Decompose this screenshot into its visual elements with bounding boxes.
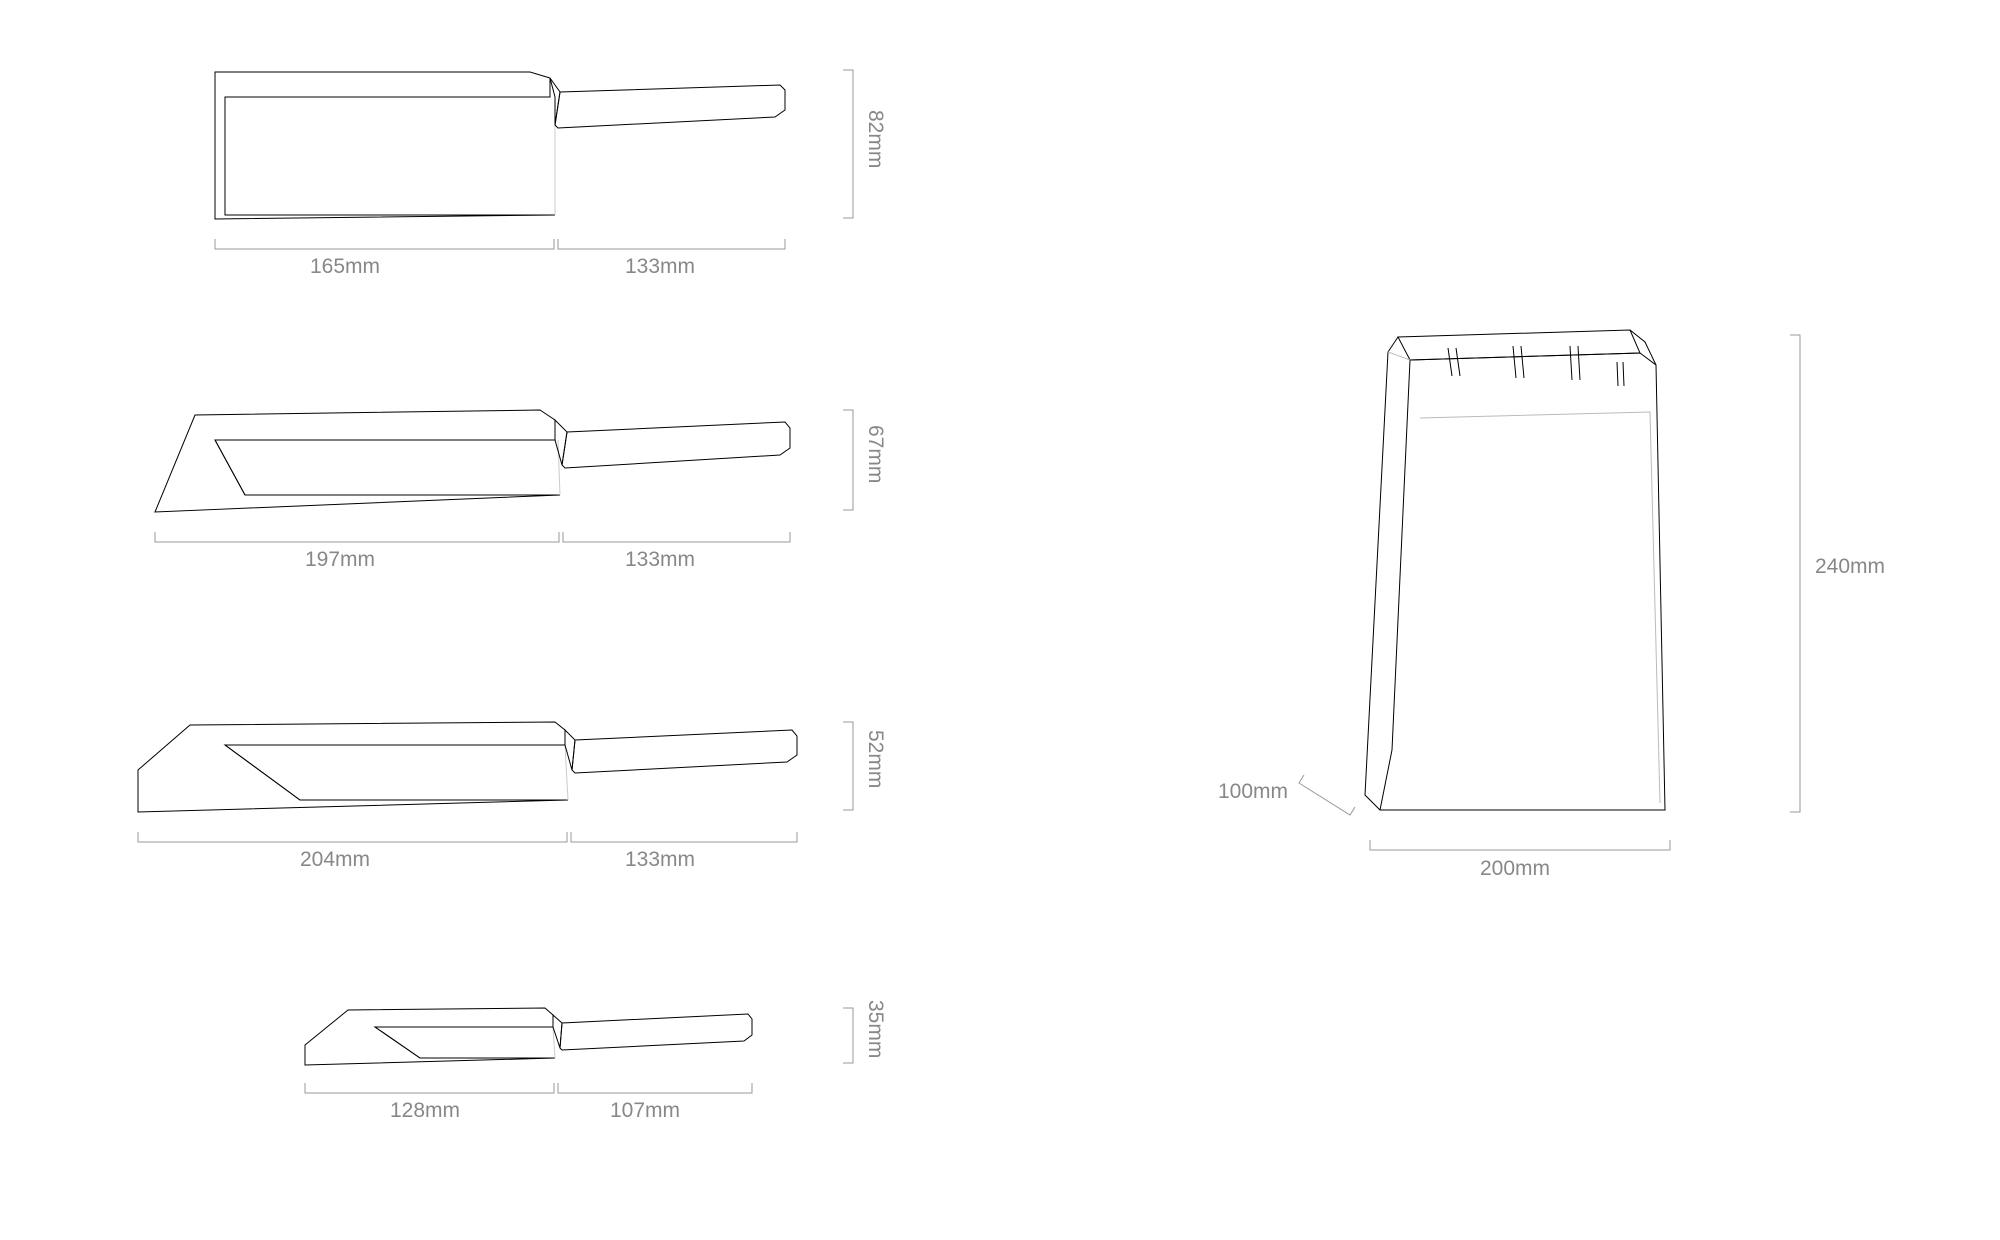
knife-block (1365, 330, 1665, 810)
cleaver-blade-label: 165mm (310, 255, 380, 279)
knife-slicer (155, 410, 790, 512)
slicer-height-label: 67mm (863, 425, 887, 483)
utility-blade-label: 128mm (390, 1099, 460, 1123)
block-depth-label: 100mm (1218, 780, 1288, 804)
utility-handle-label: 107mm (610, 1099, 680, 1123)
chef-height-label: 52mm (863, 730, 887, 788)
knife-utility (305, 1008, 752, 1065)
chef-blade-label: 204mm (300, 848, 370, 872)
knife-cleaver (215, 72, 785, 219)
slicer-handle-label: 133mm (625, 548, 695, 572)
utility-height-label: 35mm (863, 1000, 887, 1058)
block-height-label: 240mm (1815, 555, 1885, 579)
slicer-blade-label: 197mm (305, 548, 375, 572)
chef-handle-label: 133mm (625, 848, 695, 872)
cleaver-height-label: 82mm (863, 110, 887, 168)
dimension-diagram (0, 0, 2000, 1240)
block-width-label: 200mm (1480, 857, 1550, 881)
knife-chef (138, 722, 797, 812)
cleaver-handle-label: 133mm (625, 255, 695, 279)
